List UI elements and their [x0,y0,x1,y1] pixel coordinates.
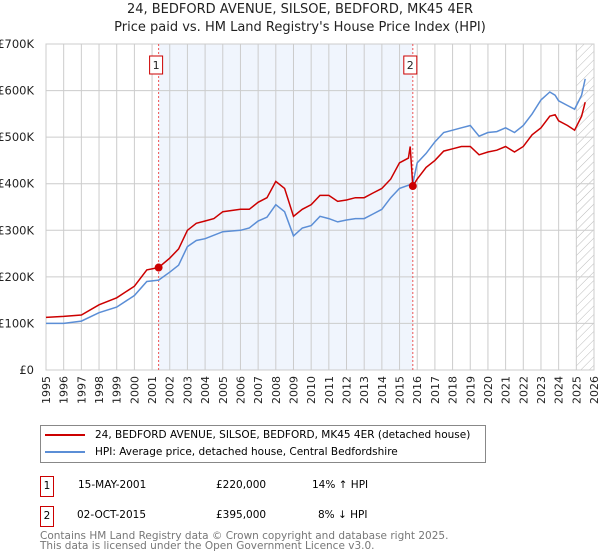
sale-point [154,263,163,272]
transaction-row: 1 15-MAY-2001 £220,000 14% ↑ HPI [40,476,440,497]
x-tick-label: 2009 [287,376,300,404]
y-tick-label: £0 [19,363,34,377]
x-tick-label: 2015 [394,376,407,404]
chart-title: 24, BEDFORD AVENUE, SILSOE, BEDFORD, MK4… [126,2,474,17]
y-tick-label: £300K [0,223,34,237]
marker-label: 2 [407,59,414,72]
plot-frame [45,43,595,371]
legend-label: HPI: Average price, detached house, Cent… [95,446,398,458]
transaction-date: 15-MAY-2001 [78,479,147,491]
marker-badge: 2 [40,506,54,527]
x-tick-label: 2021 [500,376,513,404]
x-tick-label: 2018 [447,376,460,404]
footer-copyright: Contains HM Land Registry data © Crown c… [40,530,449,542]
x-tick-label: 2016 [411,376,424,404]
x-tick-label: 2003 [181,376,194,404]
x-tick-label: 2002 [164,376,177,404]
x-tick-label: 1996 [58,376,71,404]
x-tick-label: 2020 [482,376,495,404]
chart-subtitle: Price paid vs. HM Land Registry's House … [114,20,486,35]
legend: 24, BEDFORD AVENUE, SILSOE, BEDFORD, MK4… [40,425,486,463]
x-tick-label: 2025 [570,376,583,404]
x-tick-label: 2023 [535,376,548,404]
x-tick-label: 2012 [341,376,354,404]
x-tick-label: 1999 [111,376,124,404]
y-tick-label: £700K [0,37,34,51]
x-tick-label: 2008 [270,376,283,404]
y-tick-label: £600K [0,84,34,98]
transaction-price: £395,000 [216,509,267,521]
hpi-line [46,78,586,325]
transaction-date: 02-OCT-2015 [77,509,146,521]
x-tick-label: 2017 [429,376,442,404]
x-tick-label: 1998 [93,376,106,404]
footer: Contains HM Land Registry data © Crown c… [40,530,449,552]
marker-box [403,55,418,75]
marker-box [149,55,164,75]
x-tick-label: 2010 [305,376,318,404]
x-tick-label: 2014 [376,376,389,404]
x-tick-label: 1997 [75,376,88,404]
legend-item-hpi: HPI: Average price, detached house, Cent… [45,446,398,458]
x-tick-label: 2022 [517,376,530,404]
price-chart: 1995 1996 1997 1998 1999 2000 2001 2002 2003 2004… [0,37,600,404]
footer-licence: This data is licensed under the Open Gov… [40,540,375,552]
x-tick-label: 2001 [146,376,159,404]
legend-swatch-red [45,434,85,436]
legend-item-property: 24, BEDFORD AVENUE, SILSOE, BEDFORD, MK4… [45,429,470,441]
shaded-period [158,44,413,370]
property-price-line [45,102,586,319]
legend-swatch-blue [45,451,85,453]
x-tick-label: 2011 [323,376,336,404]
forecast-hatch [576,44,594,370]
y-tick-label: £200K [0,270,34,284]
x-tick-label: 2006 [234,376,247,404]
transaction-hpi: 14% ↑ HPI [312,479,369,491]
x-tick-label: 2024 [553,376,566,404]
x-tick-label: 2007 [252,376,265,404]
marker-label: 1 [153,59,160,72]
x-tick-label: 2019 [464,376,477,404]
transaction-row: 2 02-OCT-2015 £395,000 8% ↓ HPI [40,506,440,527]
y-tick-label: £400K [0,177,34,191]
x-tick-label: 2005 [217,376,230,404]
y-tick-label: £500K [0,130,34,144]
marker-badge: 1 [40,476,54,497]
x-tick-label: 2000 [128,376,141,404]
transaction-price: £220,000 [216,479,267,491]
y-tick-label: £100K [0,316,34,330]
legend-label: 24, BEDFORD AVENUE, SILSOE, BEDFORD, MK4… [95,429,471,441]
x-tick-label: 2026 [588,376,600,404]
x-tick-label: 2013 [358,376,371,404]
transaction-hpi: 8% ↓ HPI [318,509,368,521]
x-tick-label: 2004 [199,376,212,404]
x-tick-label: 1995 [40,376,53,404]
sale-point [408,182,417,191]
